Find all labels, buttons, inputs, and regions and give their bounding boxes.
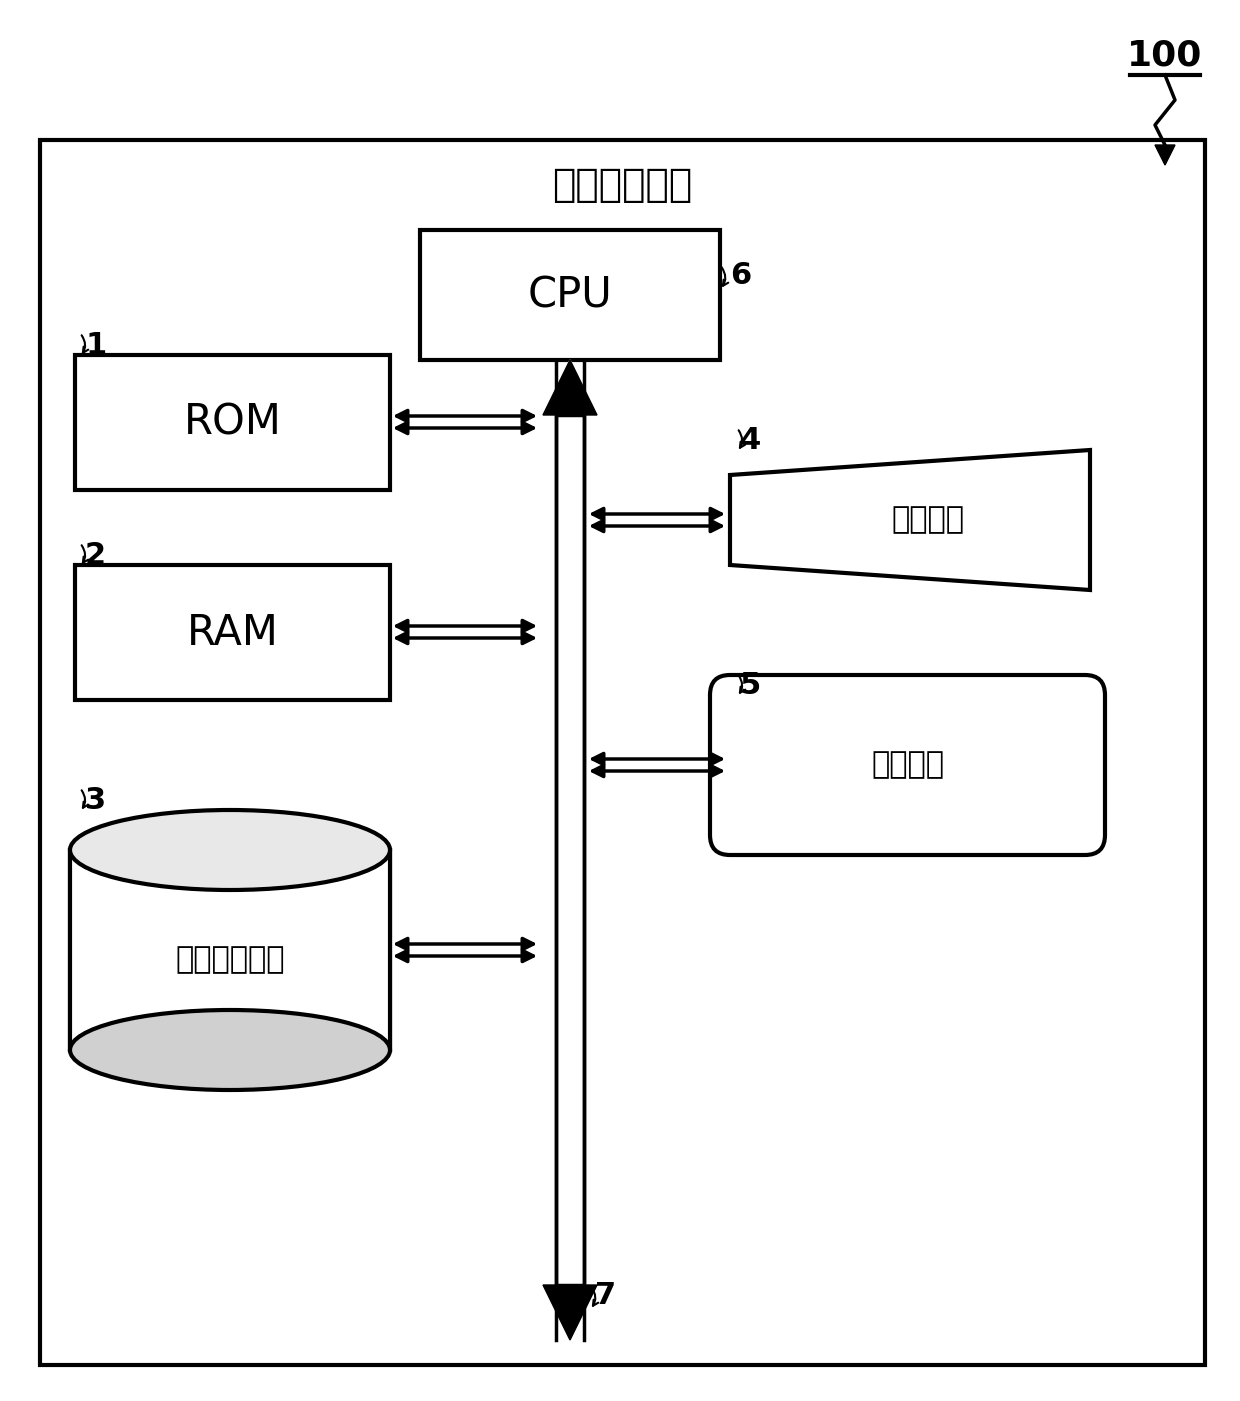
Text: 输入装置: 输入装置 bbox=[892, 506, 965, 535]
Text: 4: 4 bbox=[740, 426, 761, 454]
Ellipse shape bbox=[69, 810, 391, 890]
Bar bbox=[420, 230, 720, 360]
Text: 6: 6 bbox=[730, 261, 751, 290]
Polygon shape bbox=[543, 360, 596, 415]
FancyArrow shape bbox=[542, 360, 598, 1339]
Bar bbox=[556, 415, 584, 1285]
Polygon shape bbox=[1154, 144, 1176, 165]
Polygon shape bbox=[730, 450, 1090, 590]
Text: 5: 5 bbox=[740, 671, 761, 699]
Bar bbox=[74, 354, 391, 490]
Text: 2: 2 bbox=[86, 541, 107, 569]
Text: 1: 1 bbox=[86, 331, 107, 360]
Text: 7: 7 bbox=[595, 1281, 616, 1310]
Text: RAM: RAM bbox=[186, 611, 279, 653]
Text: 3: 3 bbox=[86, 786, 107, 814]
Bar bbox=[69, 850, 391, 1049]
Text: CPU: CPU bbox=[528, 275, 613, 317]
Ellipse shape bbox=[69, 1010, 391, 1090]
Text: 声音检索装置: 声音检索装置 bbox=[552, 165, 692, 205]
Text: 外部存储装置: 外部存储装置 bbox=[175, 946, 285, 975]
Bar bbox=[40, 140, 1205, 1365]
Text: 输出装置: 输出装置 bbox=[870, 751, 944, 779]
Text: ROM: ROM bbox=[184, 402, 281, 444]
Polygon shape bbox=[543, 1285, 596, 1339]
Bar bbox=[74, 565, 391, 700]
Text: 100: 100 bbox=[1127, 38, 1203, 71]
FancyBboxPatch shape bbox=[711, 675, 1105, 855]
